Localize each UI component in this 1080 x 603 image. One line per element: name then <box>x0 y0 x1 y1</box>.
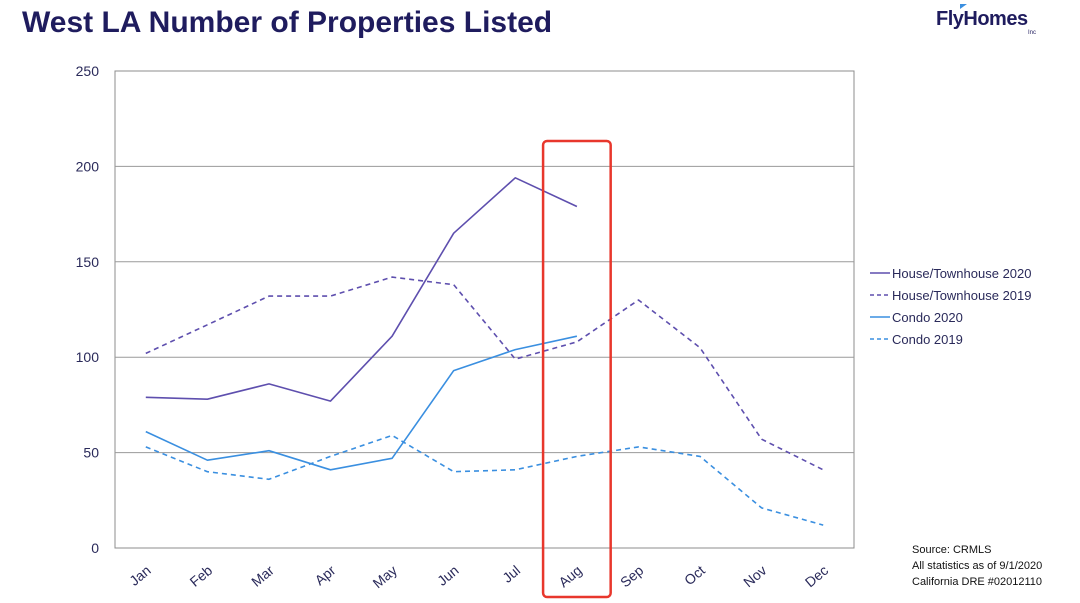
logo-flag-icon <box>960 4 967 9</box>
x-tick-label: Apr <box>311 562 338 588</box>
source-line: California DRE #02012110 <box>912 576 1043 588</box>
plot-frame <box>114 70 855 549</box>
legend-label: House/Townhouse 2019 <box>892 287 1032 303</box>
y-tick-label: 200 <box>76 158 100 174</box>
x-tick-label: Nov <box>740 562 769 590</box>
x-tick-label: Oct <box>681 562 708 588</box>
x-tick-label: Mar <box>248 562 277 590</box>
chart-legend: House/Townhouse 2020 House/Townhouse 2019… <box>870 262 1070 350</box>
legend-label: Condo 2019 <box>892 331 963 347</box>
y-tick-label: 250 <box>76 63 100 79</box>
source-line: All statistics as of 9/1/2020 <box>912 560 1043 572</box>
legend-swatch <box>870 316 890 318</box>
legend-label: House/Townhouse 2020 <box>892 265 1032 281</box>
series-line-3 <box>145 434 824 526</box>
x-tick-label: Dec <box>802 562 831 590</box>
x-tick-label: Aug <box>555 562 584 590</box>
legend-entry: Condo 2020 <box>870 306 1070 328</box>
x-tick-label: Feb <box>187 562 216 590</box>
legend-swatch <box>870 272 890 274</box>
x-tick-label: Jul <box>499 562 523 586</box>
legend-entry: House/Townhouse 2019 <box>870 284 1070 306</box>
x-tick-label: Sep <box>617 562 647 590</box>
y-tick-label: 50 <box>83 445 99 461</box>
highlight-box <box>541 139 612 599</box>
series-line-0 <box>145 177 578 402</box>
x-tick-label: Jun <box>434 562 462 589</box>
logo-text: FlyHomes <box>936 8 1028 30</box>
series-line-2 <box>145 335 578 471</box>
x-tick-label: May <box>370 562 401 591</box>
y-tick-label: 150 <box>76 254 100 270</box>
legend-entry: House/Townhouse 2020 <box>870 262 1070 284</box>
x-tick-label: Jan <box>126 562 154 589</box>
y-tick-label: 0 <box>91 540 99 556</box>
legend-swatch <box>870 294 890 296</box>
logo-suffix: Inc <box>1028 30 1037 36</box>
y-tick-label: 100 <box>76 349 100 365</box>
legend-swatch <box>870 338 890 340</box>
source-line: Source: CRMLS <box>912 544 992 556</box>
source-note: Source: CRMLS All statistics as of 9/1/2… <box>912 542 1042 590</box>
chart-title: West LA Number of Properties Listed <box>22 6 553 39</box>
flyhomes-logo: FlyHomes Inc <box>936 4 1046 38</box>
legend-label: Condo 2020 <box>892 309 963 325</box>
legend-entry: Condo 2019 <box>870 328 1070 350</box>
series-line-1 <box>145 276 824 471</box>
